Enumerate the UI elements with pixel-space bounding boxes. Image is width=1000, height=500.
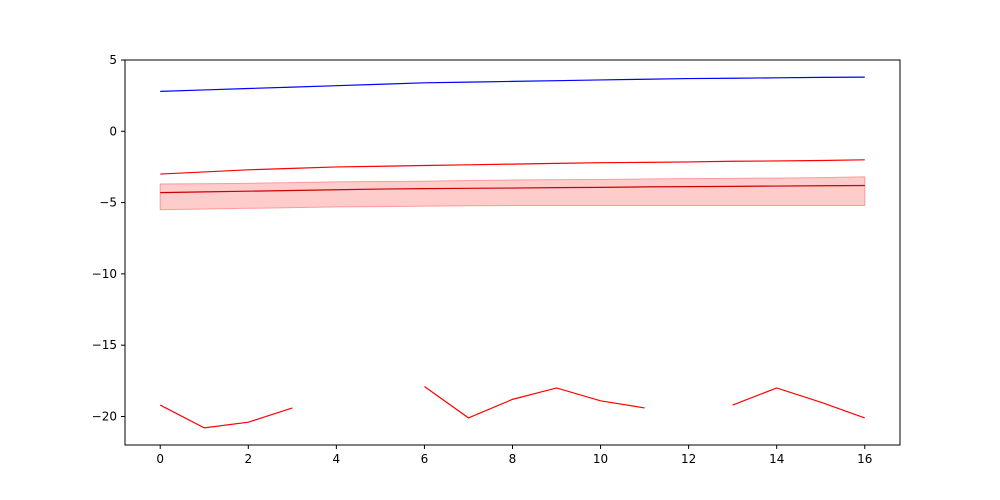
y-tick-label: 5 (109, 53, 117, 67)
series-0-line-segment-0 (160, 76, 865, 92)
x-tick-label: 8 (509, 452, 517, 466)
x-axis: 0 2 4 6 8 10 12 14 16 (156, 445, 872, 466)
series-2-line-segment-0 (160, 184, 865, 194)
y-tick-label: −15 (92, 338, 117, 352)
series-3-line-segment-0 (159, 404, 293, 429)
y-tick-label: 0 (109, 124, 117, 138)
x-tick-label: 12 (681, 452, 696, 466)
confidence-band (159, 176, 866, 211)
x-tick-label: 6 (421, 452, 429, 466)
x-tick-label: 2 (244, 452, 252, 466)
x-tick-label: 10 (593, 452, 608, 466)
series-layer (159, 76, 865, 429)
x-tick-label: 16 (857, 452, 872, 466)
series-1-line-segment-0 (160, 159, 865, 175)
y-tick-label: −20 (92, 409, 117, 423)
x-tick-label: 14 (769, 452, 784, 466)
series-3-line-segment-2 (732, 387, 865, 419)
y-tick-label: −10 (92, 267, 117, 281)
y-axis: 5 0 −5 −10 −15 −20 (92, 53, 125, 423)
series-3-line-segment-1 (424, 386, 645, 419)
y-tick-label: −5 (99, 196, 117, 210)
x-tick-label: 4 (333, 452, 341, 466)
x-tick-label: 0 (156, 452, 164, 466)
confidence-band-layer (159, 176, 866, 211)
